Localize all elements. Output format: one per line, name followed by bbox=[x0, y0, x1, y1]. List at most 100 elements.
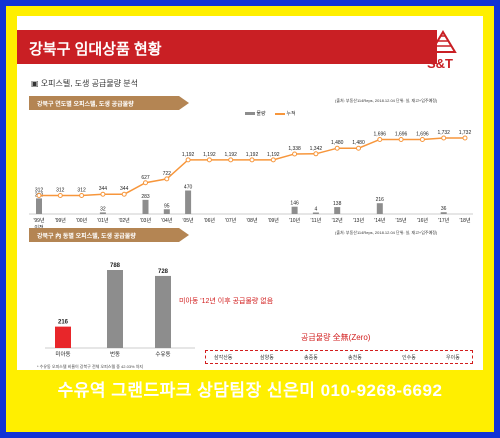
x-tick-label: '07년 bbox=[225, 217, 237, 224]
zero-dong-label: 우이동 bbox=[446, 355, 460, 361]
bar-label: 146 bbox=[290, 201, 299, 207]
bar-label: 95 bbox=[164, 203, 170, 209]
zero-supply-note: 공급물량 全無(Zero) bbox=[301, 333, 371, 342]
line-label: 1,732 bbox=[437, 130, 450, 136]
line-label: 1,732 bbox=[459, 130, 472, 136]
x-tick-label: '99년 bbox=[55, 217, 67, 224]
line-label: 1,342 bbox=[310, 146, 323, 152]
cumulative-point bbox=[57, 193, 63, 199]
dong-tick-label: 수유동 bbox=[155, 351, 170, 358]
supply-bar bbox=[99, 212, 106, 214]
legend-bar-swatch bbox=[245, 112, 255, 116]
x-tick-label: '14년 bbox=[374, 217, 386, 224]
cumulative-point bbox=[270, 157, 276, 163]
x-tick-label: '13년 bbox=[353, 217, 365, 224]
supply-bar bbox=[312, 212, 319, 214]
supply-bar bbox=[185, 190, 192, 214]
supply-bar bbox=[376, 203, 383, 214]
cumulative-point bbox=[249, 157, 255, 163]
chart1-title: 강북구 연도별 오피스텔, 도생 공급물량 bbox=[29, 96, 189, 110]
yearly-supply-chart: 312'99년이전'99년'00년32'01년'02년283'03년95'04년… bbox=[29, 130, 473, 231]
x-tick-label: '06년 bbox=[204, 217, 216, 224]
zero-dongs-box: 삼각산동 삼양동 송중동 송천동 인수동 우이동 bbox=[205, 350, 473, 364]
cumulative-point bbox=[36, 193, 42, 199]
bar-label: 4 bbox=[315, 207, 318, 213]
x-tick-label: '11년 bbox=[311, 217, 322, 224]
supply-bar bbox=[291, 206, 298, 214]
zero-dong-label: 송중동 bbox=[304, 355, 318, 361]
cumulative-point bbox=[185, 157, 191, 163]
cumulative-point bbox=[462, 135, 468, 141]
legend-line-swatch bbox=[274, 112, 285, 115]
x-tick-label: '08년 bbox=[246, 217, 258, 224]
x-tick-label: '99년 bbox=[33, 217, 45, 224]
chart1-legend: 물량 누적 bbox=[245, 110, 296, 117]
supply-bar bbox=[334, 207, 341, 214]
supply-bar bbox=[440, 212, 447, 214]
dong-bar-label: 728 bbox=[158, 269, 169, 275]
line-label: 344 bbox=[99, 186, 108, 192]
line-label: 312 bbox=[77, 188, 86, 194]
dong-chart-area: 216 미아동 788 번동 728 수유동 미아동 '12년 이후 공급물량 없음 공급… bbox=[25, 242, 477, 369]
bar-label: 138 bbox=[333, 201, 342, 207]
x-tick-label: '05년 bbox=[183, 217, 195, 224]
line-label: 1,192 bbox=[246, 152, 259, 158]
line-label: 1,696 bbox=[374, 131, 387, 137]
cumulative-point bbox=[398, 136, 404, 142]
supply-bar bbox=[163, 209, 170, 214]
cumulative-point bbox=[419, 136, 425, 142]
page-title: 강북구 임대상품 현황 bbox=[17, 30, 437, 64]
cumulative-point bbox=[292, 151, 298, 157]
line-label: 1,192 bbox=[182, 152, 195, 158]
zero-dong-label: 인수동 bbox=[402, 355, 416, 361]
section-subtitle: ▣ 오피스텔, 도생 공급물량 분석 bbox=[31, 79, 138, 88]
chart2-footnote: * 수유동 오피스텔 비율이 강북구 전체 오피스텔 중 42.03% 차지 bbox=[37, 364, 144, 369]
line-label: 1,338 bbox=[288, 146, 301, 152]
dong-bar-label: 216 bbox=[58, 320, 69, 326]
zero-dong-label: 삼각산동 bbox=[214, 355, 233, 361]
x-tick-label: '10년 bbox=[289, 217, 301, 224]
dong-bar bbox=[155, 275, 171, 348]
cumulative-point bbox=[313, 151, 319, 157]
line-label: 1,480 bbox=[331, 140, 344, 146]
logo-text: S&T bbox=[427, 56, 453, 71]
company-logo: S&T bbox=[425, 28, 475, 72]
line-label: 1,192 bbox=[267, 152, 280, 158]
bar-label: 32 bbox=[100, 206, 106, 212]
x-tick-label: '15년 bbox=[396, 217, 408, 224]
logo-mark-icon bbox=[429, 30, 457, 53]
line-label: 1,480 bbox=[352, 140, 365, 146]
line-label: 344 bbox=[120, 186, 129, 192]
cumulative-point bbox=[164, 176, 170, 182]
dong-tick-label: 번동 bbox=[110, 350, 120, 358]
bar-label: 283 bbox=[141, 194, 150, 200]
line-label: 627 bbox=[141, 175, 150, 181]
x-tick-label: '03년 bbox=[140, 217, 152, 224]
dong-tick-label: 미아동 bbox=[55, 350, 70, 358]
x-tick-label: '17년 bbox=[438, 217, 450, 224]
chart2-source: (출처: 부동산114Reps, 2018.12.04 단위: 실, 재고+입주… bbox=[335, 230, 438, 235]
legend-line-label: 누적 bbox=[286, 111, 296, 117]
line-label: 722 bbox=[163, 171, 172, 177]
contact-banner: 수유역 그랜드파크 상담팀장 신은미 010-9268-6692 bbox=[57, 381, 443, 400]
line-label: 1,696 bbox=[416, 131, 429, 137]
cumulative-point bbox=[100, 191, 106, 197]
x-tick-label: '16년 bbox=[417, 217, 429, 224]
bar-label: 36 bbox=[441, 206, 447, 212]
cumulative-point bbox=[228, 157, 234, 163]
line-label: 1,192 bbox=[224, 152, 237, 158]
zero-dong-label: 송천동 bbox=[348, 355, 362, 361]
x-tick-label: '18년 bbox=[459, 217, 471, 224]
cumulative-point bbox=[334, 145, 340, 151]
x-tick-label: '04년 bbox=[161, 217, 173, 224]
x-tick-label: '02년 bbox=[119, 217, 131, 224]
x-tick-label: '09년 bbox=[268, 217, 280, 224]
bar-label: 470 bbox=[184, 185, 193, 191]
chart1-source: (출처: 부동산114Reps, 2018.12.04 단위: 실, 재고+입주… bbox=[335, 98, 438, 103]
dong-bar bbox=[55, 326, 71, 348]
zero-dong-label: 삼양동 bbox=[260, 355, 274, 361]
x-tick-label: '12년 bbox=[332, 217, 344, 224]
cumulative-point bbox=[143, 180, 148, 186]
x-tick-label: '00년 bbox=[76, 217, 88, 224]
cumulative-point bbox=[206, 157, 212, 163]
